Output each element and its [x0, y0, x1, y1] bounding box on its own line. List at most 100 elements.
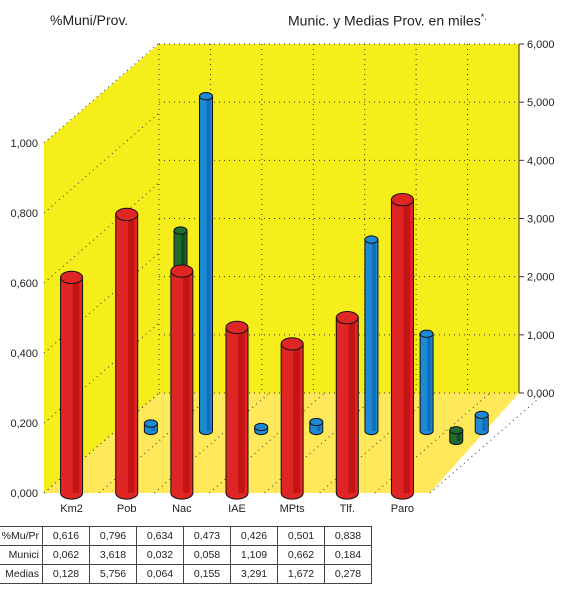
- bar-medias: [254, 422, 269, 436]
- table-cell: 0,128: [42, 564, 90, 584]
- bar-shade: [427, 333, 432, 431]
- category-label: Pob: [117, 503, 137, 515]
- table-row: Munici 0,062 3,618 0,032 0,058 1,109 0,662 0,18…: [0, 545, 372, 565]
- bar-shade: [482, 414, 487, 431]
- bar-top: [199, 92, 214, 101]
- right-tick-label: 4,000: [527, 155, 555, 167]
- table-cell: 0,796: [89, 526, 137, 546]
- bar-mupr: [115, 207, 139, 500]
- left-gridline: [43, 182, 160, 284]
- bar-body: [199, 95, 214, 436]
- bar-top: [143, 419, 158, 428]
- table-row: Medias 0,128 5,756 0,064 0,155 3,291 1,672 0,27…: [0, 564, 372, 584]
- bar-shade: [348, 317, 355, 493]
- floor-gridline: [429, 392, 546, 494]
- bar-medias: [474, 410, 489, 436]
- table-row: %Mu/Pr 0,616 0,796 0,634 0,473 0,426 0,501 0,83…: [0, 526, 372, 546]
- table-cell: 0,184: [324, 545, 372, 565]
- bar-top: [60, 270, 84, 285]
- table-cell: 0,426: [230, 526, 278, 546]
- table-cell: 0,062: [42, 545, 90, 565]
- bar-top: [474, 410, 489, 419]
- bar-shade: [206, 96, 211, 432]
- bar-top: [254, 422, 269, 432]
- bar-medias: [143, 419, 158, 436]
- table-cell: 0,616: [42, 526, 90, 546]
- data-table: %Mu/Pr 0,616 0,796 0,634 0,473 0,426 0,501 0,83…: [0, 526, 372, 584]
- right-tick-label: 1,000: [527, 330, 555, 342]
- left-gridline: [43, 112, 160, 214]
- left-axis-title: %Muni/Prov.: [50, 12, 129, 28]
- bar-shade: [403, 199, 411, 493]
- table-row-label: Munici: [0, 545, 43, 565]
- bar-body: [170, 270, 194, 500]
- table-cell: 0,662: [277, 545, 325, 565]
- bar-medias: [199, 92, 214, 436]
- bar-body: [364, 239, 379, 436]
- bar-top: [364, 235, 379, 244]
- table-cell: 0,634: [136, 526, 184, 546]
- table-cell: 1,109: [230, 545, 278, 565]
- bar-shade: [238, 327, 245, 493]
- bar-body: [335, 317, 359, 500]
- bar-shade: [456, 430, 461, 441]
- bar-top: [449, 426, 464, 435]
- bar-shade: [182, 271, 190, 493]
- bar-body: [390, 199, 414, 500]
- bar-top: [309, 417, 324, 427]
- bar-shade: [316, 421, 321, 431]
- right-tick-label: 3,000: [527, 214, 555, 226]
- table-cell: 0,155: [183, 564, 231, 584]
- right-axis-title-mark: *.: [480, 12, 487, 22]
- right-tick-label: 0,000: [527, 388, 555, 400]
- bar-medias: [419, 329, 434, 436]
- bar-munici: [449, 426, 464, 446]
- table-cell: 3,618: [89, 545, 137, 565]
- category-label: Km2: [60, 503, 83, 515]
- bar-mupr: [60, 270, 84, 500]
- bar-shade: [372, 239, 376, 431]
- bar-top: [115, 207, 139, 222]
- table-cell: 1,672: [277, 564, 325, 584]
- bar-top: [225, 320, 249, 335]
- left-tick-label: 1,000: [10, 138, 38, 150]
- bar-top: [173, 226, 188, 235]
- bar-body: [419, 333, 434, 436]
- left-tick-label: 0,200: [10, 418, 38, 430]
- bar-top: [390, 193, 414, 207]
- category-label: Paro: [391, 503, 414, 515]
- left-gridline: [43, 42, 160, 144]
- bar-body: [280, 343, 304, 500]
- table-row-label: Medias: [0, 564, 43, 584]
- bar-shade: [127, 214, 135, 493]
- right-tick-label: 5,000: [527, 97, 555, 109]
- table-cell: 0,278: [324, 564, 372, 584]
- bar-body: [115, 213, 139, 500]
- bar-body: [60, 276, 84, 500]
- table-cell: 0,838: [324, 526, 372, 546]
- category-label: Nac: [172, 503, 192, 515]
- bar-mupr: [170, 264, 194, 500]
- bar-mupr: [280, 337, 304, 500]
- bar-shade: [293, 343, 300, 493]
- bar-mupr: [225, 320, 249, 500]
- bar-mupr: [390, 193, 414, 500]
- category-label: Tlf.: [340, 503, 355, 515]
- right-tick-label: 6,000: [527, 39, 555, 51]
- right-axis-title-text: Munic. y Medias Prov. en miles: [288, 12, 481, 29]
- bar-top: [170, 264, 194, 278]
- right-axis-title: Munic. y Medias Prov. en miles*.: [288, 12, 487, 29]
- table-cell: 5,756: [89, 564, 137, 584]
- category-label: MPts: [280, 503, 306, 515]
- table-cell: 3,291: [230, 564, 278, 584]
- left-tick-label: 0,600: [10, 278, 38, 290]
- bar-medias: [309, 417, 324, 436]
- table-cell: 0,064: [136, 564, 184, 584]
- bar-body: [474, 414, 489, 436]
- left-tick-label: 0,800: [10, 208, 38, 220]
- category-label: IAE: [228, 503, 246, 515]
- bar-top: [335, 310, 359, 325]
- left-tick-label: 0,000: [10, 488, 38, 500]
- bar-medias: [364, 235, 379, 436]
